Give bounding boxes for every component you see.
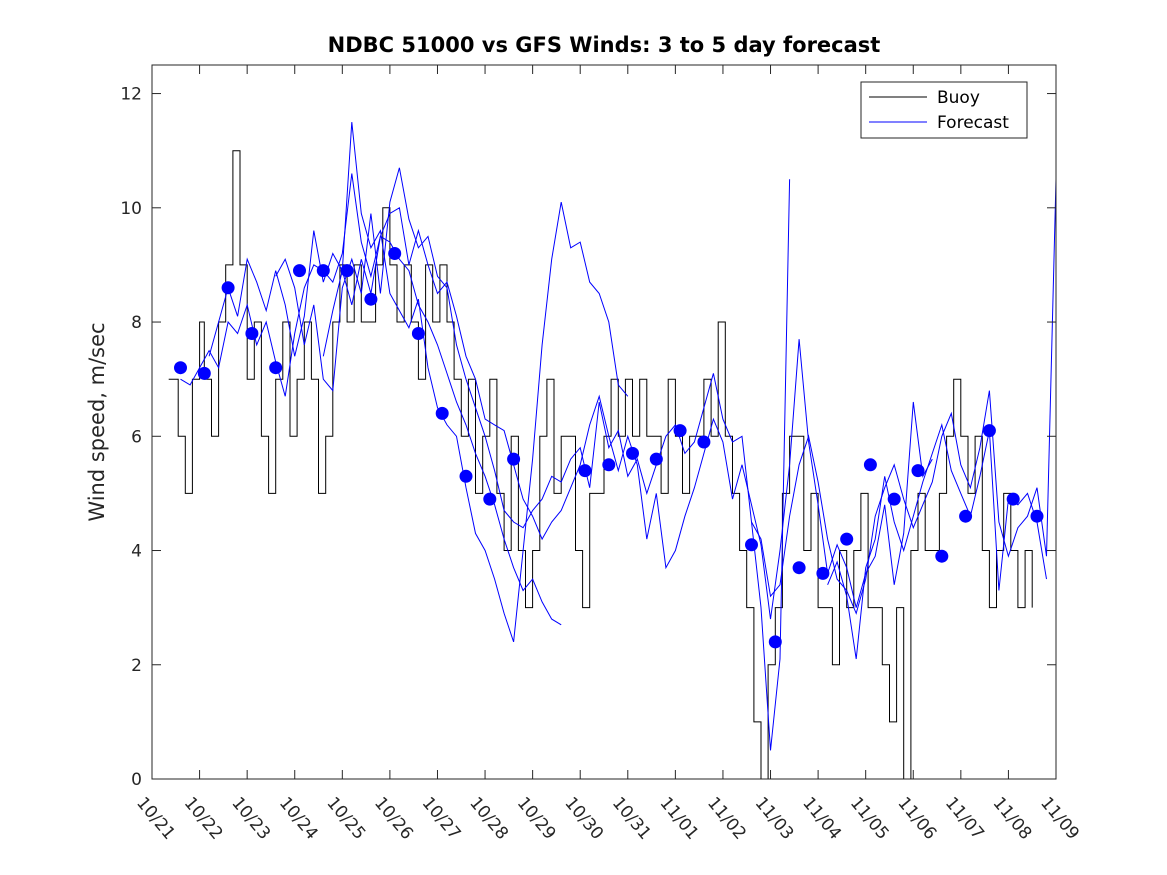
forecast-point xyxy=(816,566,830,580)
forecast-point xyxy=(197,366,211,380)
forecast-point xyxy=(388,247,402,260)
axes-box xyxy=(151,64,1057,780)
forecast-point xyxy=(649,452,663,466)
forecast-point xyxy=(221,281,235,295)
y-tick-label: 6 xyxy=(131,427,142,447)
forecast-point xyxy=(316,264,330,278)
forecast-point xyxy=(364,292,378,306)
y-tick-label: 10 xyxy=(120,199,142,219)
forecast-points-layer xyxy=(174,247,1044,649)
plot-area xyxy=(152,65,1056,779)
legend-box xyxy=(860,81,1028,139)
forecast-point xyxy=(578,464,592,478)
y-tick-label: 12 xyxy=(120,85,142,105)
forecast-point xyxy=(340,264,354,278)
forecast-point xyxy=(507,452,521,466)
forecast-point xyxy=(626,446,639,460)
forecast-point xyxy=(245,327,259,340)
legend-forecast-label: Forecast xyxy=(937,113,1009,133)
forecast-point xyxy=(887,492,901,506)
forecast-point xyxy=(293,264,306,278)
forecast-point xyxy=(673,424,687,438)
chart-title: NDBC 51000 vs GFS Winds: 3 to 5 day fore… xyxy=(328,33,881,57)
forecast-point xyxy=(768,635,782,649)
forecast-point xyxy=(911,464,925,478)
forecast-point xyxy=(959,509,973,523)
forecast-point xyxy=(840,532,854,546)
forecast-point xyxy=(174,361,187,375)
y-tick-label: 4 xyxy=(131,542,142,562)
forecast-point xyxy=(863,458,877,472)
forecast-line-1 xyxy=(180,173,562,626)
forecast-point xyxy=(745,538,758,552)
forecast-point xyxy=(792,561,806,575)
forecast-point xyxy=(982,424,996,438)
legend-buoy-label: Buoy xyxy=(937,88,980,108)
legend: Buoy Forecast xyxy=(860,81,1028,139)
forecast-point xyxy=(1006,492,1020,506)
forecast-point xyxy=(1030,509,1044,523)
forecast-point xyxy=(483,492,497,506)
y-tick-label: 0 xyxy=(131,770,142,790)
y-tick-label: 8 xyxy=(131,313,142,333)
forecast-point xyxy=(697,435,711,449)
forecast-line-2 xyxy=(208,122,629,643)
forecast-point xyxy=(602,458,616,472)
forecast-point xyxy=(935,549,949,563)
forecast-point xyxy=(269,361,283,375)
forecast-line-5 xyxy=(751,179,1057,615)
y-tick-label: 2 xyxy=(131,656,142,676)
forecast-line-4 xyxy=(322,206,933,620)
y-ticks: 0 2 4 6 8 10 12 xyxy=(120,85,1056,790)
forecast-point xyxy=(435,406,449,420)
forecast-line-3 xyxy=(275,167,791,751)
y-axis-label: Wind speed, m/sec xyxy=(85,322,109,521)
forecast-point xyxy=(411,327,425,340)
forecast-point xyxy=(459,469,473,483)
